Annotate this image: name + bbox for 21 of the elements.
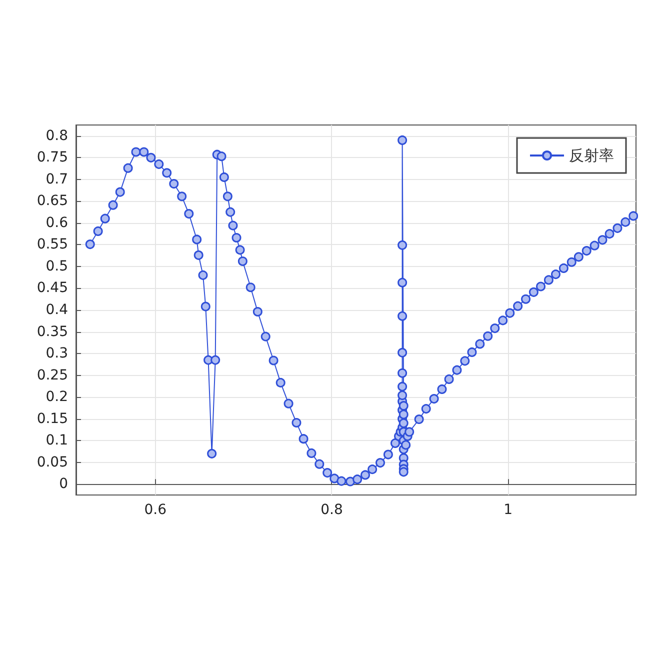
y-tick-label: 0.65 — [36, 193, 68, 210]
y-tick-label: 0.55 — [36, 236, 68, 253]
y-tick-label: 0.15 — [36, 410, 68, 427]
x-tick-label: 1 — [504, 502, 513, 518]
y-tick-label: 0 — [59, 476, 68, 492]
y-tick-label: 0.4 — [46, 302, 68, 318]
y-tick-label: 0.5 — [46, 258, 68, 274]
legend-label: 反射率 — [569, 146, 614, 164]
y-tick-label: 0.45 — [36, 280, 68, 296]
y-tick-label: 0.8 — [46, 128, 68, 144]
x-tick-label: 0.6 — [144, 502, 167, 518]
y-tick-label: 0.3 — [46, 346, 68, 362]
y-tick-label: 0.2 — [46, 389, 68, 406]
y-tick-label: 0.05 — [36, 454, 68, 470]
y-tick-label: 0.1 — [46, 432, 68, 449]
y-tick-label: 0.35 — [36, 324, 68, 340]
y-tick-label: 0.7 — [46, 171, 68, 188]
y-tick-label: 0.75 — [36, 150, 68, 166]
x-tick-label: 0.8 — [320, 502, 343, 518]
y-tick-label: 0.6 — [46, 214, 68, 231]
y-tick-label: 0.25 — [36, 367, 68, 384]
